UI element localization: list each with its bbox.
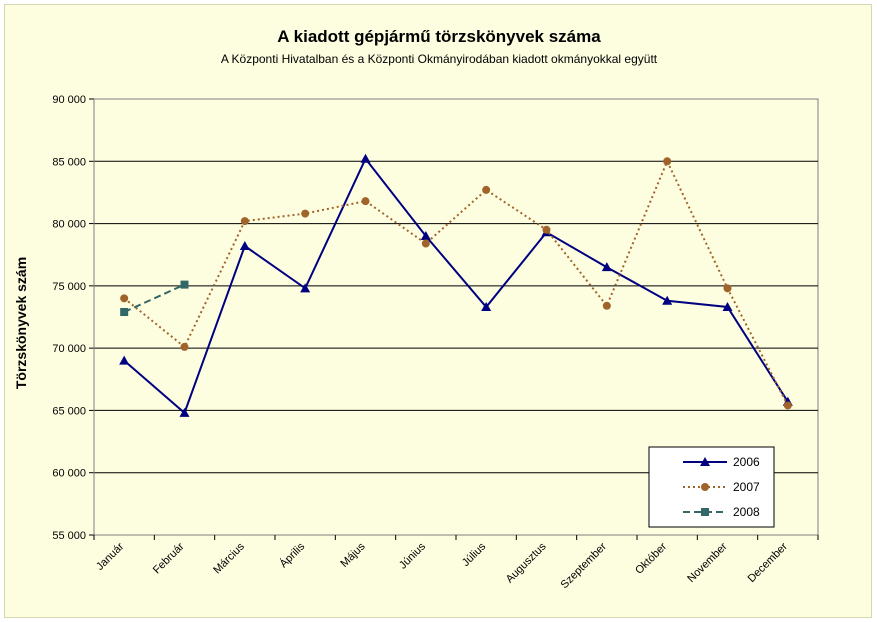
y-tick-label: 65 000 xyxy=(52,405,86,417)
x-tick-label: Augusztus xyxy=(504,540,549,585)
x-tick-label: Július xyxy=(460,540,489,569)
plot-area: 55 000 60 000 65 000 70 000 75 000 80 000 85 0… xyxy=(52,94,819,591)
data-point xyxy=(482,185,491,194)
data-point xyxy=(723,284,732,293)
data-point xyxy=(119,355,130,365)
data-point xyxy=(180,280,189,289)
y-axis-label: Törzskönyvek szám xyxy=(13,257,29,389)
data-point xyxy=(300,283,311,293)
legend-label-2006: 2006 xyxy=(733,455,760,469)
y-tick-label: 80 000 xyxy=(52,219,86,231)
data-point xyxy=(179,407,190,417)
data-point xyxy=(701,508,709,516)
x-tick-label: Május xyxy=(338,540,368,570)
x-tick-label: November xyxy=(685,540,730,585)
data-point xyxy=(361,197,370,206)
y-tick-label: 90 000 xyxy=(52,94,86,106)
y-tick-label: 60 000 xyxy=(52,468,86,480)
x-tick-label: Március xyxy=(211,540,247,576)
series-line-2006 xyxy=(123,156,789,415)
data-point xyxy=(663,157,672,166)
data-point xyxy=(722,302,733,312)
data-point xyxy=(239,240,250,250)
data-point xyxy=(542,225,551,234)
legend-label-2008: 2008 xyxy=(733,505,760,519)
data-point xyxy=(120,308,129,317)
line-chart: A kiadott gépjármű törzskönyvek száma A … xyxy=(13,27,819,591)
legend-label-2007: 2007 xyxy=(733,480,760,494)
y-tick-label: 85 000 xyxy=(52,156,86,168)
data-point xyxy=(701,483,709,491)
x-tick-label: Április xyxy=(277,540,308,571)
legend-box xyxy=(648,446,775,528)
data-point xyxy=(180,342,189,351)
chart-title: A kiadott gépjármű törzskönyvek száma xyxy=(277,27,601,46)
data-point xyxy=(602,301,611,310)
y-tick-label: 55 000 xyxy=(52,530,86,542)
data-point xyxy=(601,262,612,272)
chart-subtitle: A Központi Hivatalban és a Központi Okmá… xyxy=(221,52,658,66)
data-point xyxy=(301,209,310,218)
x-tick-label: December xyxy=(746,540,791,585)
data-point xyxy=(481,302,492,312)
x-tick-label: Február xyxy=(151,540,187,576)
data-point xyxy=(240,217,249,226)
data-point xyxy=(421,239,430,248)
data-point xyxy=(120,294,129,303)
x-tick-label: Október xyxy=(633,540,669,576)
y-tick-label: 70 000 xyxy=(52,343,86,355)
y-tick-label: 75 000 xyxy=(52,281,86,293)
data-point xyxy=(783,401,792,410)
x-tick-label: Szeptember xyxy=(559,540,610,591)
data-point xyxy=(700,457,710,466)
x-tick-label: Január xyxy=(94,540,127,573)
series-line-2008 xyxy=(123,283,185,313)
data-point xyxy=(420,231,431,241)
legend: 2006 2007 2008 xyxy=(648,446,775,528)
data-point xyxy=(360,153,371,163)
data-point xyxy=(662,295,673,305)
x-tick-label: Június xyxy=(397,540,428,571)
chart-area: A kiadott gépjármű törzskönyvek száma A … xyxy=(4,4,872,618)
